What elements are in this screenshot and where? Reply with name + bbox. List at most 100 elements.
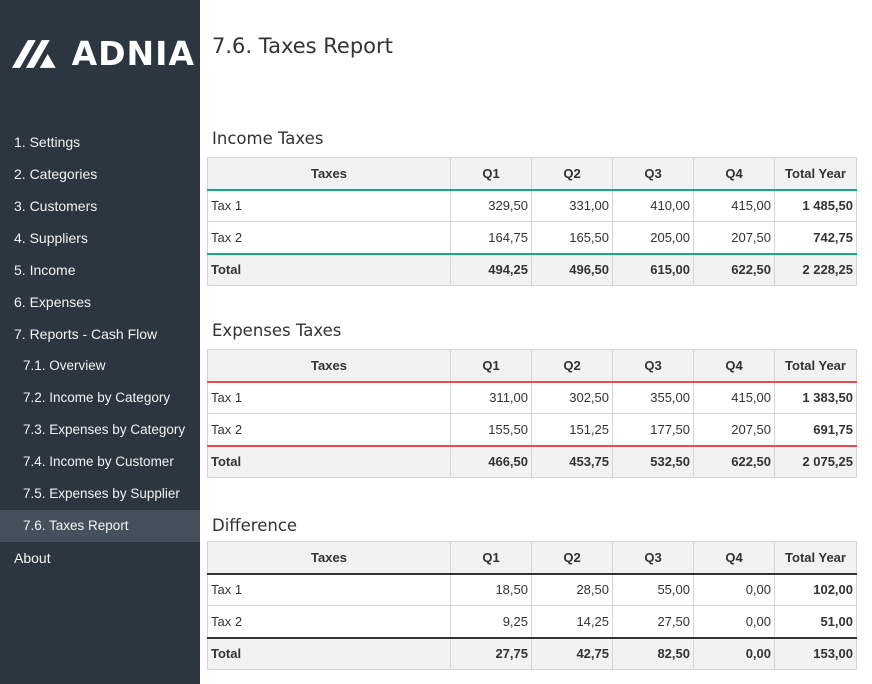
table-cell: 311,00 <box>450 381 532 414</box>
column-header: Q2 <box>531 541 613 575</box>
table-cell: 207,50 <box>693 413 775 446</box>
total-cell: 42,75 <box>531 636 613 670</box>
total-cell: 622,50 <box>693 252 775 286</box>
column-header: Q2 <box>531 349 613 383</box>
total-cell: 532,50 <box>612 444 694 478</box>
table-row: Tax 2 9,25 14,25 27,50 0,00 51,00 <box>207 605 857 638</box>
table-cell: 207,50 <box>693 221 775 254</box>
sidebar-item[interactable]: 7.2. Income by Category <box>23 390 171 405</box>
total-cell: 27,75 <box>450 636 532 670</box>
total-cell: 153,00 <box>774 636 857 670</box>
table-row: Tax 1 329,50 331,00 410,00 415,00 1 485,50 <box>207 189 857 222</box>
sidebar: ADNIA 1. Settings 2. Categories 3. Custome… <box>0 0 200 684</box>
income-taxes-title: Income Taxes <box>212 129 324 148</box>
column-header: Total Year <box>774 349 857 383</box>
column-header: Total Year <box>774 541 857 575</box>
table-header-row: Taxes Q1 Q2 Q3 Q4 Total Year <box>207 349 857 383</box>
sidebar-item[interactable]: 7.5. Expenses by Supplier <box>23 486 180 501</box>
table-cell: 165,50 <box>531 221 613 254</box>
table-cell: 164,75 <box>450 221 532 254</box>
column-header: Q4 <box>693 349 775 383</box>
total-label: Total <box>207 252 451 286</box>
table-cell: 691,75 <box>774 413 857 446</box>
adnia-logo-icon <box>11 40 56 68</box>
difference-table: Taxes Q1 Q2 Q3 Q4 Total Year Tax 1 18,50 28,50 55… <box>207 541 857 670</box>
table-header-row: Taxes Q1 Q2 Q3 Q4 Total Year <box>207 157 857 191</box>
column-header: Q1 <box>450 157 532 191</box>
sidebar-item[interactable]: 7.1. Overview <box>23 358 106 373</box>
table-row: Tax 2 164,75 165,50 205,00 207,50 742,75 <box>207 221 857 254</box>
table-cell: 102,00 <box>774 573 857 606</box>
column-header: Total Year <box>774 157 857 191</box>
table-row: Tax 1 311,00 302,50 355,00 415,00 1 383,50 <box>207 381 857 414</box>
sidebar-item[interactable]: 6. Expenses <box>14 294 92 310</box>
table-cell: 55,00 <box>612 573 694 606</box>
total-row: Total 466,50 453,75 532,50 622,50 2 075,25 <box>207 444 857 478</box>
sidebar-item[interactable]: 2. Categories <box>14 166 98 182</box>
table-cell: 329,50 <box>450 189 532 222</box>
brand-name: ADNIA <box>71 33 195 73</box>
table-header-row: Taxes Q1 Q2 Q3 Q4 Total Year <box>207 541 857 575</box>
total-cell: 615,00 <box>612 252 694 286</box>
brand-logo[interactable]: ADNIA <box>10 33 195 73</box>
table-row: Tax 2 155,50 151,25 177,50 207,50 691,75 <box>207 413 857 446</box>
column-header: Taxes <box>207 349 451 383</box>
total-cell: 2 228,25 <box>774 252 857 286</box>
sidebar-item[interactable]: 3. Customers <box>14 198 98 214</box>
sidebar-item[interactable]: 5. Income <box>14 262 76 278</box>
table-row: Tax 1 18,50 28,50 55,00 0,00 102,00 <box>207 573 857 606</box>
column-header: Q3 <box>612 349 694 383</box>
table-cell: 28,50 <box>531 573 613 606</box>
sidebar-item[interactable]: 7.4. Income by Customer <box>23 454 174 469</box>
total-row: Total 27,75 42,75 82,50 0,00 153,00 <box>207 636 857 670</box>
total-label: Total <box>207 636 451 670</box>
table-cell: 410,00 <box>612 189 694 222</box>
table-cell: 155,50 <box>450 413 532 446</box>
row-label: Tax 1 <box>207 381 451 414</box>
difference-title: Difference <box>212 516 298 535</box>
sidebar-item[interactable]: 1. Settings <box>14 134 81 150</box>
table-cell: 0,00 <box>693 605 775 638</box>
column-header: Taxes <box>207 541 451 575</box>
table-cell: 205,00 <box>612 221 694 254</box>
total-cell: 496,50 <box>531 252 613 286</box>
table-cell: 1 383,50 <box>774 381 857 414</box>
row-label: Tax 2 <box>207 413 451 446</box>
sidebar-item[interactable]: 7.6. Taxes Report <box>0 510 200 542</box>
table-cell: 331,00 <box>531 189 613 222</box>
sidebar-item[interactable]: 7.3. Expenses by Category <box>23 422 186 437</box>
table-cell: 0,00 <box>693 573 775 606</box>
column-header: Q3 <box>612 157 694 191</box>
column-header: Q1 <box>450 349 532 383</box>
column-header: Q2 <box>531 157 613 191</box>
sidebar-item[interactable]: 4. Suppliers <box>14 230 88 246</box>
total-cell: 2 075,25 <box>774 444 857 478</box>
total-cell: 453,75 <box>531 444 613 478</box>
total-cell: 622,50 <box>693 444 775 478</box>
row-label: Tax 2 <box>207 605 451 638</box>
table-cell: 415,00 <box>693 381 775 414</box>
total-cell: 0,00 <box>693 636 775 670</box>
sidebar-item[interactable]: 7. Reports - Cash Flow <box>14 326 158 342</box>
total-cell: 494,25 <box>450 252 532 286</box>
total-cell: 82,50 <box>612 636 694 670</box>
table-cell: 302,50 <box>531 381 613 414</box>
table-cell: 177,50 <box>612 413 694 446</box>
column-header: Taxes <box>207 157 451 191</box>
column-header: Q4 <box>693 541 775 575</box>
total-label: Total <box>207 444 451 478</box>
total-row: Total 494,25 496,50 615,00 622,50 2 228,25 <box>207 252 857 286</box>
column-header: Q4 <box>693 157 775 191</box>
table-cell: 1 485,50 <box>774 189 857 222</box>
row-label: Tax 2 <box>207 221 451 254</box>
row-label: Tax 1 <box>207 573 451 606</box>
expenses-taxes-title: Expenses Taxes <box>212 321 342 340</box>
table-cell: 415,00 <box>693 189 775 222</box>
column-header: Q3 <box>612 541 694 575</box>
table-cell: 14,25 <box>531 605 613 638</box>
table-cell: 9,25 <box>450 605 532 638</box>
page-title: 7.6. Taxes Report <box>212 34 393 58</box>
expenses-taxes-table: Taxes Q1 Q2 Q3 Q4 Total Year Tax 1 311,00 302,50… <box>207 349 857 478</box>
sidebar-nav: 1. Settings 2. Categories 3. Customers 4. S… <box>0 126 200 574</box>
sidebar-item[interactable]: About <box>14 550 51 566</box>
